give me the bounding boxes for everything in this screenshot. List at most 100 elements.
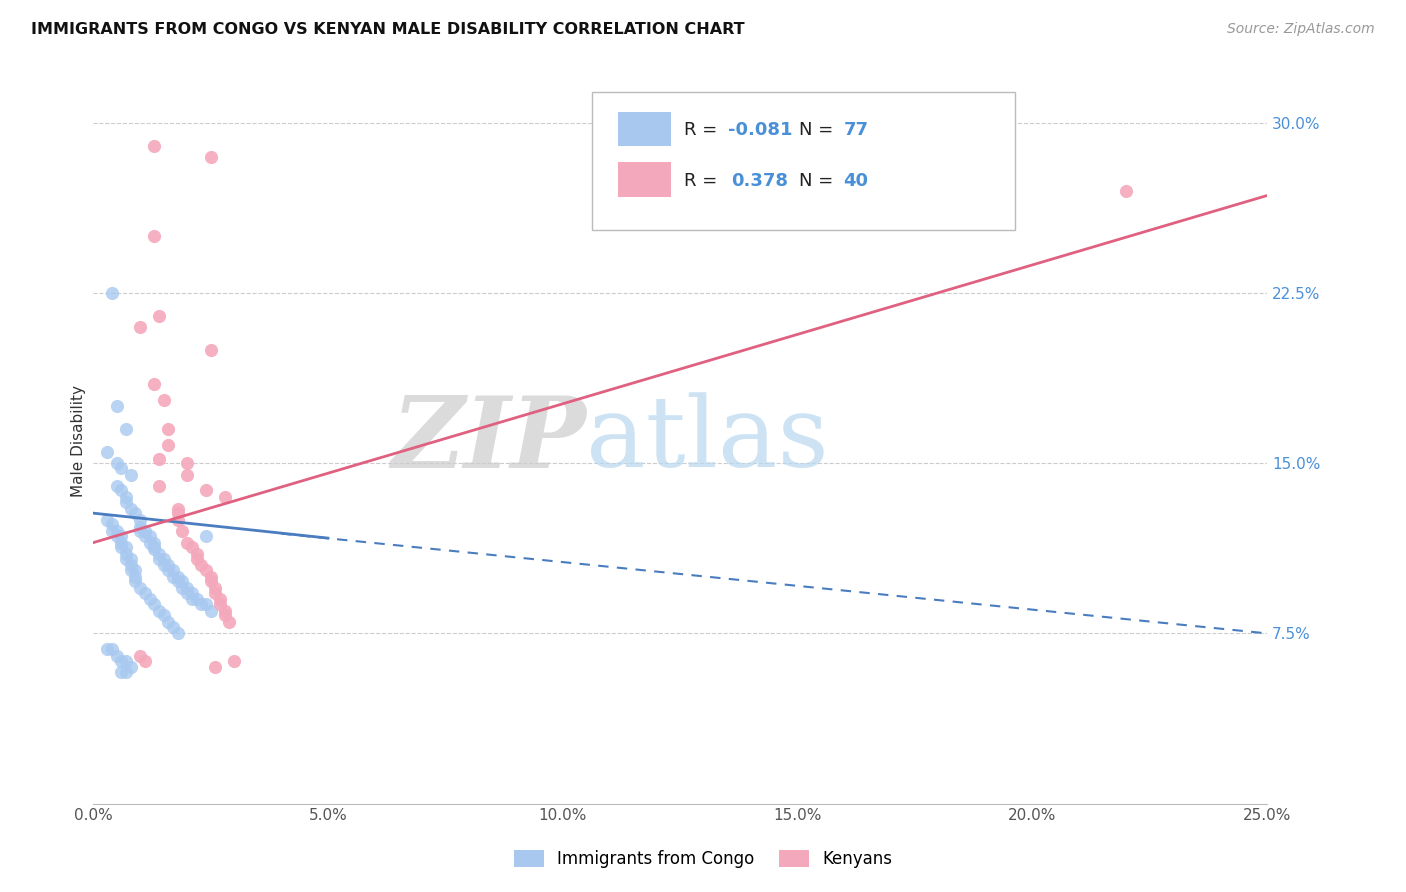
Point (157, 422, 180, 436)
Point (200, 570, 222, 584)
Point (152, 558, 174, 573)
Point (157, 615, 180, 629)
Point (110, 529, 132, 543)
FancyBboxPatch shape (619, 162, 671, 197)
Point (194, 597, 217, 611)
Point (129, 524, 152, 539)
Point (115, 654, 138, 668)
Text: Source: ZipAtlas.com: Source: ZipAtlas.com (1227, 22, 1375, 37)
Point (124, 570, 146, 584)
Point (115, 540, 138, 554)
Point (101, 286, 124, 301)
Point (134, 654, 156, 668)
Point (124, 563, 146, 577)
Point (129, 581, 152, 595)
Point (214, 604, 236, 618)
Point (124, 574, 146, 589)
Point (120, 660, 142, 674)
Point (204, 660, 226, 674)
Point (172, 574, 194, 589)
Point (129, 320, 152, 334)
Point (101, 517, 124, 532)
Point (124, 506, 146, 520)
Point (208, 592, 231, 607)
Point (129, 649, 152, 664)
Point (152, 608, 174, 623)
Point (110, 483, 132, 498)
Point (110, 540, 132, 554)
Text: ZIP: ZIP (391, 392, 586, 489)
Point (162, 619, 184, 633)
Point (176, 585, 198, 599)
Point (148, 551, 170, 566)
Point (115, 547, 138, 561)
Point (129, 513, 152, 527)
Text: N =: N = (799, 121, 839, 139)
Text: 0.378: 0.378 (731, 172, 787, 190)
Point (176, 535, 198, 549)
Point (105, 456, 128, 470)
Point (120, 551, 142, 566)
Point (110, 460, 132, 475)
Point (143, 535, 166, 549)
Point (96, 513, 118, 527)
Point (1115, 184, 1137, 198)
Text: IMMIGRANTS FROM CONGO VS KENYAN MALE DISABILITY CORRELATION CHART: IMMIGRANTS FROM CONGO VS KENYAN MALE DIS… (31, 22, 745, 37)
Point (166, 570, 188, 584)
Point (120, 467, 142, 482)
Point (148, 547, 170, 561)
Point (138, 529, 160, 543)
Point (176, 456, 198, 470)
Point (214, 490, 236, 504)
Point (148, 479, 170, 493)
Point (148, 451, 170, 466)
Point (176, 467, 198, 482)
Point (105, 649, 128, 664)
Point (162, 570, 184, 584)
Point (105, 524, 128, 539)
Point (166, 574, 188, 589)
FancyBboxPatch shape (619, 112, 671, 146)
Legend: Immigrants from Congo, Kenyans: Immigrants from Congo, Kenyans (505, 842, 901, 877)
Point (115, 495, 138, 509)
Point (134, 529, 156, 543)
Y-axis label: Male Disability: Male Disability (72, 384, 86, 497)
Point (129, 520, 152, 534)
Point (115, 490, 138, 504)
Point (204, 585, 226, 599)
Point (134, 585, 156, 599)
Point (166, 513, 188, 527)
Point (138, 592, 160, 607)
Text: atlas: atlas (586, 392, 830, 489)
Point (96, 642, 118, 657)
Point (115, 665, 138, 679)
Text: N =: N = (799, 172, 839, 190)
Point (208, 597, 231, 611)
Point (204, 581, 226, 595)
Text: R =: R = (683, 172, 728, 190)
Point (194, 563, 217, 577)
Point (115, 551, 138, 566)
Point (120, 558, 142, 573)
Text: -0.081: -0.081 (728, 121, 793, 139)
Point (194, 529, 217, 543)
Point (186, 551, 208, 566)
Point (134, 524, 156, 539)
Text: R =: R = (683, 121, 723, 139)
Point (157, 563, 180, 577)
Point (143, 229, 166, 244)
Point (180, 540, 202, 554)
Point (186, 592, 208, 607)
Point (176, 581, 198, 595)
Point (200, 150, 222, 164)
Text: 77: 77 (844, 121, 869, 139)
Point (157, 438, 180, 452)
Point (172, 581, 194, 595)
Point (143, 138, 166, 153)
Point (166, 626, 188, 640)
Point (200, 604, 222, 618)
Point (218, 615, 240, 629)
Point (180, 585, 202, 599)
Point (101, 642, 124, 657)
Point (166, 501, 188, 516)
